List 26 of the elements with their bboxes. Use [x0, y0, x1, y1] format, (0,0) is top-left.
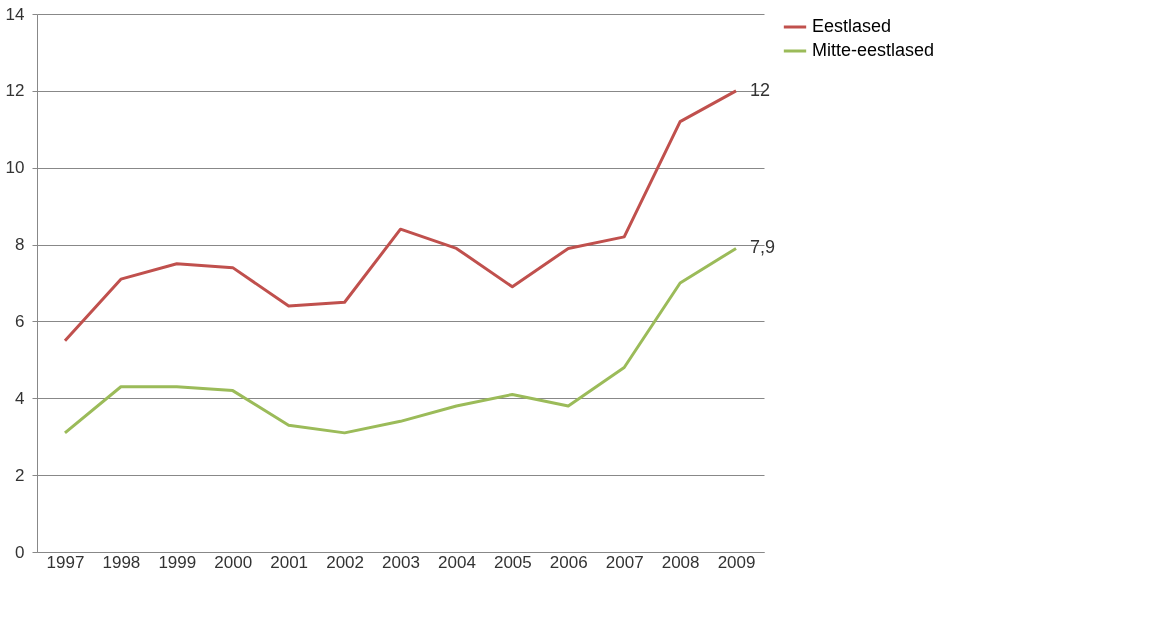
x-tick-label: 2009	[717, 552, 756, 572]
y-tick-label: 12	[5, 81, 25, 101]
y-tick-label: 4	[15, 388, 25, 408]
line-series	[63, 246, 738, 435]
x-tick-label: 1998	[102, 552, 141, 572]
x-tick-label: 1999	[158, 552, 197, 572]
y-tick-label: 0	[15, 542, 25, 562]
y-tick-label: 8	[15, 235, 25, 255]
legend-label: Mitte-eestlased	[812, 40, 935, 60]
x-tick-label: 2006	[549, 552, 588, 572]
y-tick-label: 2	[15, 465, 25, 485]
line-series	[63, 89, 738, 343]
x-tick-label: 2008	[661, 552, 700, 572]
x-tick-label: 1997	[46, 552, 85, 572]
annotation: 7,9	[750, 237, 776, 258]
x-tick-label: 2004	[438, 552, 476, 572]
x-tick-label: 2001	[270, 552, 309, 572]
legend-label: Eestlased	[812, 16, 892, 36]
x-tick-label: 2000	[214, 552, 253, 572]
x-tick-label: 2002	[326, 552, 364, 572]
x-tick-label: 2003	[382, 552, 420, 572]
x-tick-label: 2007	[605, 552, 644, 572]
y-tick-label: 6	[15, 311, 25, 331]
y-tick-label: 14	[5, 4, 25, 24]
y-tick-label: 10	[5, 158, 25, 178]
x-tick-label: 2005	[493, 552, 532, 572]
